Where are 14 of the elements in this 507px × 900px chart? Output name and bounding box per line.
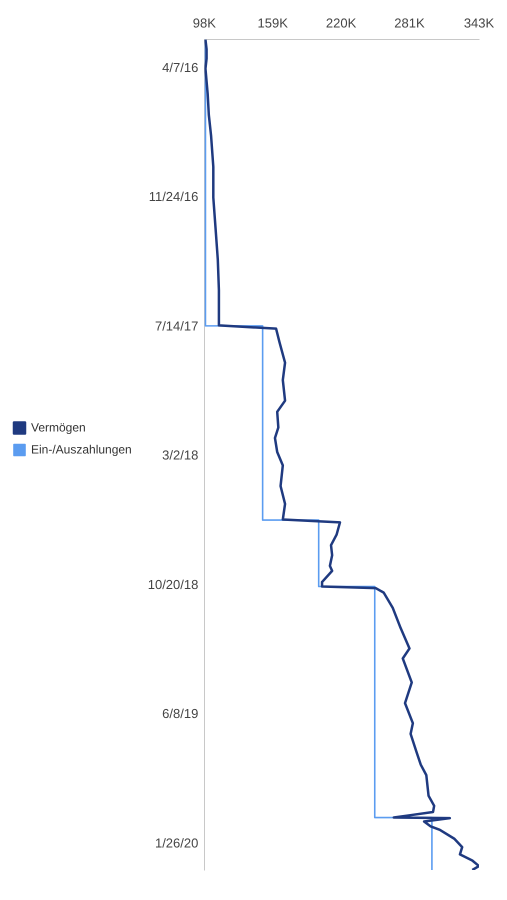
y-tick-label: 4/7/16 (162, 60, 198, 76)
y-tick-label: 11/24/16 (148, 189, 198, 204)
legend-label: Vermögen (31, 420, 86, 434)
y-tick-label: 3/2/18 (162, 447, 198, 462)
y-tick-label: 10/20/18 (148, 576, 198, 592)
x-tick-label: 281K (394, 15, 425, 30)
y-tick-label: 7/14/17 (154, 318, 198, 334)
x-tick-label: 220K (326, 15, 357, 30)
y-tick-label: 1/26/20 (154, 835, 198, 850)
x-tick-label: 343K (464, 15, 494, 30)
legend-label: Ein-/Auszahlungen (31, 442, 132, 456)
x-tick-label: 159K (258, 15, 288, 30)
y-tick-label: 6/8/19 (162, 706, 198, 721)
x-tick-label: 98K (192, 15, 216, 30)
